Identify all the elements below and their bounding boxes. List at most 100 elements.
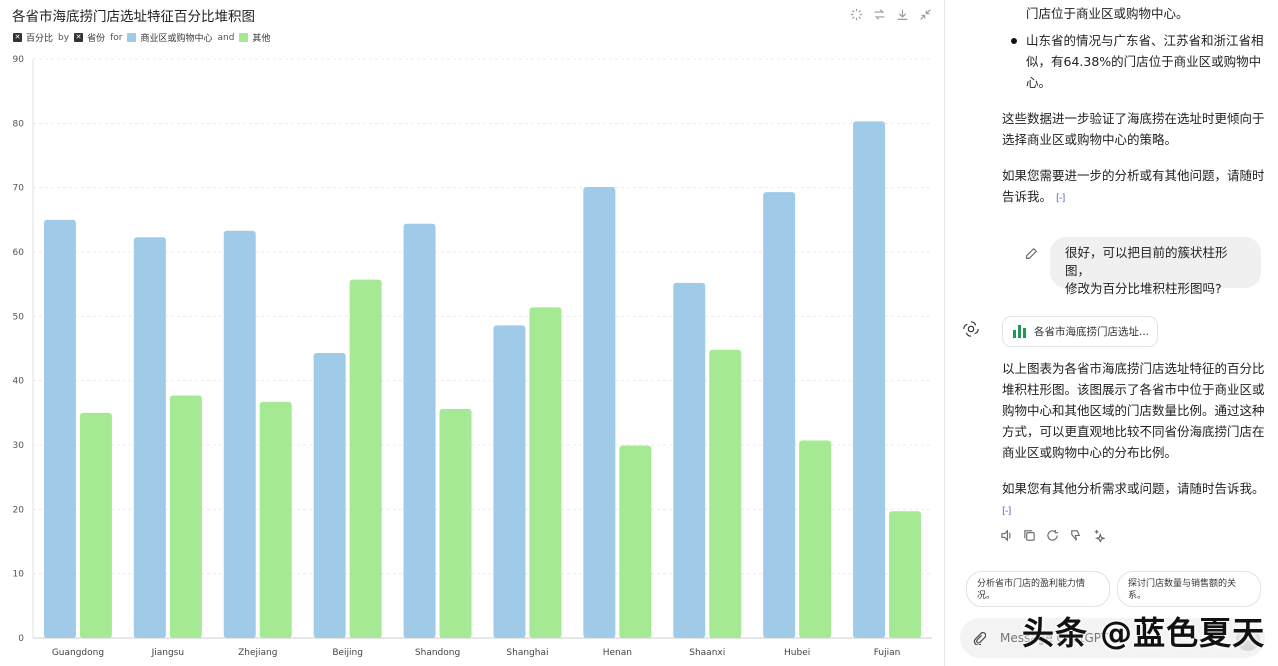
x-tick-label: Shaanxi [689,648,725,658]
bar-other [259,401,292,638]
user-message-text: 修改为百分比堆积柱形图吗? [1065,281,1222,296]
legend-item-province: 省份 [87,34,106,44]
bar-other [79,412,112,638]
read-aloud-icon[interactable] [1000,529,1013,542]
chat-text: 山东省的情况与广东省、江苏省和浙江省相 [1026,33,1264,48]
source-icon[interactable]: [-] [1002,499,1011,518]
chat-text: 选择商业区或购物中心的策略。 [1002,132,1178,147]
bar-commercial [43,219,76,639]
x-tick-label: Hubei [784,648,810,658]
chat-text: 这些数据进一步验证了海底捞在选址时更倾向于 [1002,111,1265,126]
y-tick-label: 20 [13,505,25,515]
chart-title: 各省市海底捞门店选址特征百分比堆积图 [12,9,255,25]
y-tick-label: 50 [13,312,25,322]
x-tick-label: Fujian [874,648,901,658]
x-tick-label: Beijing [332,648,363,658]
chat-text: 心。 [1026,75,1052,90]
bar-other [169,395,202,638]
source-icon[interactable]: [-] [1056,193,1065,204]
bullet-dot [1011,38,1017,44]
magic-icon[interactable] [848,6,864,22]
user-message-text: 很好，可以把目前的簇状柱形图， [1065,245,1228,278]
chat-text: 堆积柱形图。该图展示了各省市中位于商业区或 [1002,382,1265,397]
suggestion-chip-sales[interactable]: 探讨门店数量与销售额的关 系。 [1117,571,1261,607]
suggestion-chip-profit[interactable]: 分析省市门店的盈利能力情 况。 [966,571,1110,607]
y-tick-label: 90 [13,55,25,65]
x-tick-label: Henan [603,648,632,658]
bar-other [439,408,472,638]
y-tick-label: 40 [13,377,25,387]
bar-commercial [133,237,166,638]
sparkle-menu-icon[interactable] [1092,529,1105,542]
legend-swatch-other[interactable] [239,33,249,42]
chat-text: 以上图表为各省市海底捞门店选址特征的百分比 [1002,361,1265,376]
attach-paperclip-icon[interactable] [972,630,987,646]
chat-text: 门店位于商业区或购物中心。 [1026,6,1189,21]
chat-text: 方式，可以更直观地比较不同省份海底捞门店在 [1002,424,1265,439]
thumbs-down-icon[interactable] [1069,529,1082,542]
legend-by: by [58,32,70,43]
legend-swatch-commercial[interactable] [127,33,137,42]
edit-pencil-icon[interactable] [1024,246,1038,260]
bar-other [349,279,382,638]
bar-other [889,511,922,638]
legend-and: and [217,32,235,43]
send-button[interactable] [1236,627,1260,651]
message-input[interactable] [1000,630,1190,646]
chart-legend: ✕ 百分比 by ✕ 省份 for 商业区或购物中心 and 其他 [13,31,270,44]
panel-divider [944,0,945,666]
chart-panel: 各省市海底捞门店选址特征百分比堆积图 ✕ 百分比 by ✕ 省份 for 商业区… [12,6,933,658]
y-tick-label: 70 [13,184,25,194]
bar-commercial [673,282,706,638]
legend-remove-icon[interactable]: ✕ [13,33,22,42]
chat-text: 商业区或购物中心的分布比例。 [1002,445,1178,460]
suggestion-text: 分析省市门店的盈利能力情 [977,579,1086,589]
legend-item-percent: 百分比 [26,34,54,44]
y-tick-label: 30 [13,441,25,451]
legend-series-commercial: 商业区或购物中心 [140,34,213,44]
bar-commercial [583,187,616,639]
regenerate-icon[interactable] [1046,529,1059,542]
bar-commercial [403,223,436,638]
user-message-bubble: 很好，可以把目前的簇状柱形图， 修改为百分比堆积柱形图吗? [1050,237,1261,296]
bar-other [799,440,832,638]
y-tick-label: 0 [18,634,24,644]
bar-commercial [763,192,796,639]
legend-remove-icon[interactable]: ✕ [74,33,84,42]
chat-text: 似，有64.38%的门店位于商业区或购物中 [1026,54,1262,69]
legend-series-other: 其他 [252,34,271,44]
collapse-icon[interactable] [917,6,933,22]
x-tick-label: Shandong [415,648,460,658]
x-tick-label: Shanghai [506,648,548,658]
source-icon-label: [-] [1002,506,1011,517]
bar-other [709,349,742,638]
x-tick-label: Jiangsu [151,648,184,658]
chat-text: 如果您有其他分析需求或问题，请随时告诉我。 [1002,481,1265,496]
chart-chip-label: 各省市海底捞门店选址... [1034,326,1150,338]
swap-icon[interactable] [871,6,887,22]
chat-text: 如果您需要进一步的分析或有其他问题，请随时 [1002,168,1265,183]
bar-other [619,445,652,638]
bar-commercial [313,353,346,638]
y-tick-label: 60 [13,248,25,258]
bar-chart-icon [1013,325,1026,338]
x-tick-label: Zhejiang [238,648,277,658]
download-icon[interactable] [894,6,910,22]
legend-for: for [110,32,123,43]
bar-commercial [493,325,526,638]
suggestion-text: 况。 [977,591,996,601]
chat-text: 告诉我。 [-] [1002,186,1065,205]
message-actions [1000,529,1105,542]
y-tick-label: 80 [13,119,25,129]
bar-commercial [223,230,256,638]
x-tick-label: Guangdong [52,648,104,658]
chart-attachment-chip[interactable]: 各省市海底捞门店选址... [1002,316,1158,347]
copy-icon[interactable] [1023,529,1036,542]
bar-chart: 0 10 20 30 40 50 60 70 80 90 Guangdong Jiangsu Zheji… [13,55,932,658]
suggestion-text: 系。 [1128,591,1147,601]
bar-other [529,307,562,638]
bar-commercial [853,121,886,639]
chat-text: 告诉我。 [1002,189,1053,204]
y-tick-label: 10 [13,570,25,580]
